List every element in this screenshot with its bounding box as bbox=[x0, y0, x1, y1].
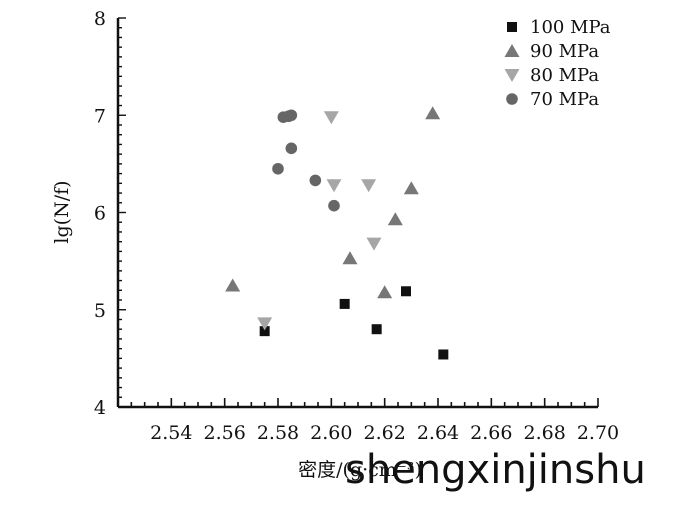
data-point bbox=[328, 199, 340, 212]
data-point bbox=[425, 106, 441, 120]
data-point bbox=[326, 179, 342, 193]
legend-label: 70 MPa bbox=[530, 89, 599, 110]
data-point bbox=[366, 237, 382, 251]
legend-marker bbox=[507, 22, 517, 32]
data-point bbox=[403, 181, 419, 195]
data-point bbox=[377, 285, 393, 299]
axes bbox=[116, 18, 598, 409]
legend: 100 MPa 90 MPa 80 MPa 70 MPa bbox=[504, 17, 611, 110]
x-tick-label: 2.66 bbox=[470, 422, 512, 444]
x-axis-title: 密度/(g·cm⁻³) bbox=[298, 459, 422, 481]
legend-marker bbox=[506, 93, 518, 105]
data-point bbox=[361, 179, 377, 193]
data-point bbox=[272, 162, 284, 175]
data-points bbox=[225, 106, 449, 360]
y-tick-label: 8 bbox=[94, 8, 106, 30]
x-tick-label: 2.70 bbox=[577, 422, 619, 444]
data-point bbox=[323, 111, 339, 125]
y-tick-label: 7 bbox=[94, 105, 106, 127]
x-tick-label: 2.58 bbox=[257, 422, 299, 444]
x-tick-label: 2.54 bbox=[150, 422, 192, 444]
data-point bbox=[225, 278, 241, 292]
data-point bbox=[285, 142, 298, 155]
data-point bbox=[257, 317, 273, 331]
data-point bbox=[309, 174, 322, 187]
legend-label: 80 MPa bbox=[530, 65, 599, 86]
data-point bbox=[342, 251, 358, 265]
data-point bbox=[259, 326, 270, 337]
data-point bbox=[438, 349, 449, 360]
watermark-text: shengxinjinshu bbox=[345, 447, 646, 493]
data-point bbox=[401, 286, 411, 297]
data-point bbox=[387, 212, 403, 226]
data-point bbox=[339, 298, 350, 309]
x-tick-label: 2.68 bbox=[524, 422, 566, 444]
x-tick-label: 2.56 bbox=[204, 422, 246, 444]
y-tick-label: 5 bbox=[94, 300, 106, 322]
y-tick-label: 4 bbox=[94, 397, 106, 419]
y-tick-label: 6 bbox=[94, 203, 106, 225]
x-tick-label: 2.60 bbox=[310, 422, 352, 444]
y-axis-title: lg(N/f) bbox=[51, 180, 73, 243]
data-point bbox=[285, 109, 298, 122]
legend-marker bbox=[504, 69, 520, 82]
x-tick-label: 2.62 bbox=[364, 422, 406, 444]
legend-marker bbox=[504, 44, 520, 57]
data-point bbox=[371, 324, 382, 335]
legend-label: 90 MPa bbox=[530, 41, 599, 62]
ticks: 2.54 2.56 2.58 2.60 2.62 2.64 2.66 2.68 2.70 4 5 6 7… bbox=[94, 8, 619, 444]
legend-label: 100 MPa bbox=[530, 17, 611, 38]
x-tick-label: 2.64 bbox=[417, 422, 459, 444]
